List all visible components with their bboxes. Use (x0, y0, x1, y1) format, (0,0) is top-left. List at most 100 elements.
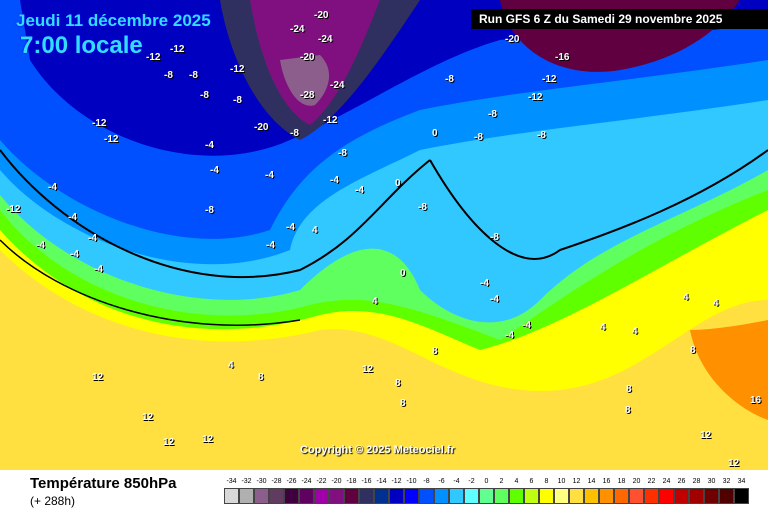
isotherm-label: -28 (300, 90, 315, 101)
scale-tick: 20 (632, 478, 641, 485)
scale-swatch (734, 488, 749, 504)
scale-swatch (404, 488, 419, 504)
isotherm-label: 12 (362, 364, 374, 375)
scale-tick: 16 (602, 478, 611, 485)
isotherm-label: 8 (432, 346, 438, 357)
isotherm-label: -16 (555, 52, 570, 63)
scale-swatch (344, 488, 359, 504)
isotherm-label: -12 (230, 64, 245, 75)
isotherm-label: -4 (355, 185, 364, 196)
isotherm-label: -4 (265, 170, 274, 181)
scale-tick: -14 (376, 478, 387, 485)
isotherm-label: -8 (189, 70, 198, 81)
isotherm-label: 12 (728, 458, 740, 469)
forecast-date: Jeudi 11 décembre 2025 (16, 11, 211, 30)
isotherm-label: -12 (146, 52, 161, 63)
isotherm-label: -8 (490, 232, 499, 243)
isotherm-label: 12 (163, 437, 175, 448)
scale-swatch (614, 488, 629, 504)
isotherm-label: -20 (314, 10, 329, 21)
isotherm-label: -8 (338, 148, 347, 159)
isotherm-label: -4 (36, 240, 45, 251)
isotherm-label: 4 (713, 298, 719, 309)
isotherm-label: -4 (286, 222, 295, 233)
isotherm-label: -12 (104, 134, 119, 145)
scale-swatch (479, 488, 494, 504)
scale-swatch (554, 488, 569, 504)
isotherm-label: -8 (290, 128, 299, 139)
run-info: Run GFS 6 Z du Samedi 29 novembre 2025 (471, 9, 768, 29)
scale-swatch (419, 488, 434, 504)
isotherm-label: -4 (210, 165, 219, 176)
isotherm-label: 4 (312, 225, 318, 236)
isotherm-label: 4 (683, 292, 689, 303)
scale-tick: 8 (544, 478, 549, 485)
isotherm-label: 0 (432, 128, 438, 139)
isotherm-label: 4 (372, 296, 378, 307)
scale-swatch (389, 488, 404, 504)
forecast-offset: (+ 288h) (30, 494, 76, 508)
isotherm-label: -8 (205, 205, 214, 216)
isotherm-label: 0 (400, 268, 406, 279)
scale-tick: -30 (256, 478, 267, 485)
isotherm-label: -4 (490, 294, 499, 305)
forecast-hour: 7:00 locale (20, 32, 143, 59)
isotherm-label: 8 (258, 372, 264, 383)
scale-tick: -8 (423, 478, 430, 485)
scale-tick: -12 (391, 478, 402, 485)
scale-tick: -28 (271, 478, 282, 485)
isotherm-label: 4 (632, 326, 638, 337)
isotherm-label: -20 (505, 34, 520, 45)
field-minus12 (20, 0, 768, 156)
isotherm-label: -12 (323, 115, 338, 126)
isotherm-label: -4 (330, 175, 339, 186)
scale-swatch (659, 488, 674, 504)
scale-swatch (434, 488, 449, 504)
scale-swatch (689, 488, 704, 504)
isotherm-label: -20 (300, 52, 315, 63)
isotherm-label: -24 (318, 34, 333, 45)
isotherm-label: -4 (70, 249, 79, 260)
scale-tick: 22 (647, 478, 656, 485)
scale-swatch (299, 488, 314, 504)
isotherm-0 (0, 149, 768, 279)
scale-tick: -18 (346, 478, 357, 485)
field-minus28 (280, 55, 330, 106)
scale-swatch (449, 488, 464, 504)
scale-swatch (224, 488, 239, 504)
isotherm-label: -8 (200, 90, 209, 101)
scale-tick: 0 (484, 478, 489, 485)
scale-swatch (584, 488, 599, 504)
isotherm-label: -8 (537, 130, 546, 141)
scale-swatch (464, 488, 479, 504)
temperature-map: -24 -20 -24 -12 -12 -8 -8 -12 -8 -8 -20 -24 -28 -12 -2… (0, 0, 768, 470)
scale-swatch (239, 488, 254, 504)
scale-tick: -34 (226, 478, 237, 485)
isotherm-label: 4 (228, 360, 234, 371)
isotherm-label: -4 (68, 212, 77, 223)
isotherm-label: 12 (202, 434, 214, 445)
scale-tick: 14 (587, 478, 596, 485)
scale-swatch (269, 488, 284, 504)
legend-footer: Température 850hPa (+ 288h) -34 -32 -30 -28… (0, 470, 768, 512)
isotherm-label: -12 (528, 92, 543, 103)
scale-tick: -26 (286, 478, 297, 485)
isotherm-label: 12 (92, 372, 104, 383)
isotherm-label: -4 (505, 330, 514, 341)
isotherm-label: 16 (750, 395, 762, 406)
scale-swatch (629, 488, 644, 504)
scale-swatch (674, 488, 689, 504)
scale-tick: -32 (241, 478, 252, 485)
isotherm-label: -24 (330, 80, 345, 91)
isotherm-label: 8 (626, 384, 632, 395)
field-16 (690, 320, 768, 420)
isotherm-label: -4 (88, 233, 97, 244)
scale-tick: 30 (707, 478, 716, 485)
isotherm-label: 0 (395, 178, 401, 189)
isotherm-label: 8 (400, 398, 406, 409)
scale-swatch (314, 488, 329, 504)
scale-swatch (359, 488, 374, 504)
scale-swatch (569, 488, 584, 504)
scale-tick: -22 (316, 478, 327, 485)
scale-tick: 10 (557, 478, 566, 485)
